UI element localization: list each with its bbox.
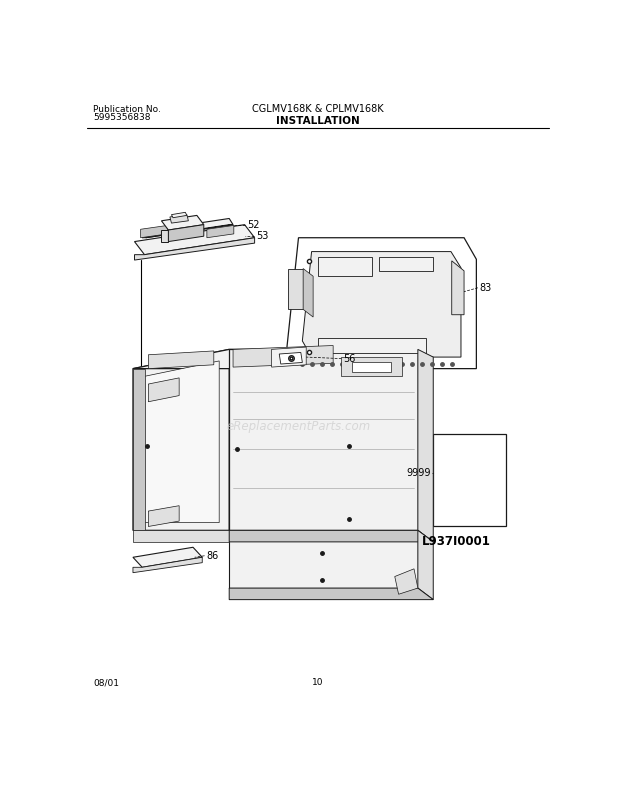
- Polygon shape: [233, 345, 333, 367]
- Polygon shape: [161, 230, 169, 241]
- Polygon shape: [148, 378, 179, 402]
- Polygon shape: [133, 368, 144, 530]
- Text: 56: 56: [343, 353, 355, 364]
- Polygon shape: [172, 212, 187, 218]
- Polygon shape: [142, 225, 233, 237]
- Text: 53: 53: [256, 231, 268, 241]
- Text: 10: 10: [312, 678, 324, 688]
- Polygon shape: [141, 225, 167, 237]
- Polygon shape: [133, 349, 229, 530]
- Polygon shape: [229, 349, 418, 530]
- Polygon shape: [229, 530, 418, 588]
- Text: CGLMV168K & CPLMV168K: CGLMV168K & CPLMV168K: [252, 104, 384, 114]
- Polygon shape: [303, 252, 461, 357]
- Polygon shape: [418, 530, 433, 599]
- Text: 9999: 9999: [407, 468, 431, 477]
- Polygon shape: [317, 337, 425, 353]
- Polygon shape: [174, 225, 201, 237]
- Polygon shape: [379, 257, 433, 271]
- Polygon shape: [287, 237, 476, 368]
- Text: 5995356838: 5995356838: [93, 113, 151, 122]
- Text: Publication No.: Publication No.: [93, 105, 161, 114]
- Polygon shape: [170, 214, 188, 223]
- Polygon shape: [303, 268, 313, 317]
- Polygon shape: [142, 218, 233, 237]
- Polygon shape: [229, 530, 433, 542]
- Polygon shape: [288, 268, 303, 310]
- Polygon shape: [133, 557, 202, 572]
- Polygon shape: [341, 357, 402, 376]
- Polygon shape: [133, 349, 418, 368]
- Text: L937I0001: L937I0001: [422, 535, 491, 549]
- Polygon shape: [135, 237, 255, 260]
- Polygon shape: [452, 261, 464, 314]
- Text: 52: 52: [247, 220, 259, 229]
- Polygon shape: [161, 215, 204, 230]
- Polygon shape: [144, 361, 219, 522]
- Polygon shape: [135, 225, 255, 255]
- Text: INSTALLATION: INSTALLATION: [276, 117, 360, 126]
- Polygon shape: [433, 434, 507, 526]
- Text: eReplacementParts.com: eReplacementParts.com: [226, 420, 371, 433]
- Text: 83: 83: [479, 283, 492, 293]
- Polygon shape: [148, 351, 214, 368]
- Polygon shape: [169, 225, 204, 241]
- Polygon shape: [395, 569, 418, 594]
- Text: 86: 86: [206, 551, 218, 561]
- Polygon shape: [272, 347, 306, 367]
- Polygon shape: [207, 225, 234, 237]
- Polygon shape: [133, 547, 202, 567]
- Polygon shape: [229, 588, 433, 599]
- Polygon shape: [317, 257, 371, 276]
- Text: 08/01: 08/01: [93, 678, 119, 688]
- Polygon shape: [133, 530, 229, 542]
- Polygon shape: [352, 362, 391, 372]
- Polygon shape: [418, 349, 433, 542]
- Polygon shape: [279, 353, 303, 364]
- Polygon shape: [148, 506, 179, 526]
